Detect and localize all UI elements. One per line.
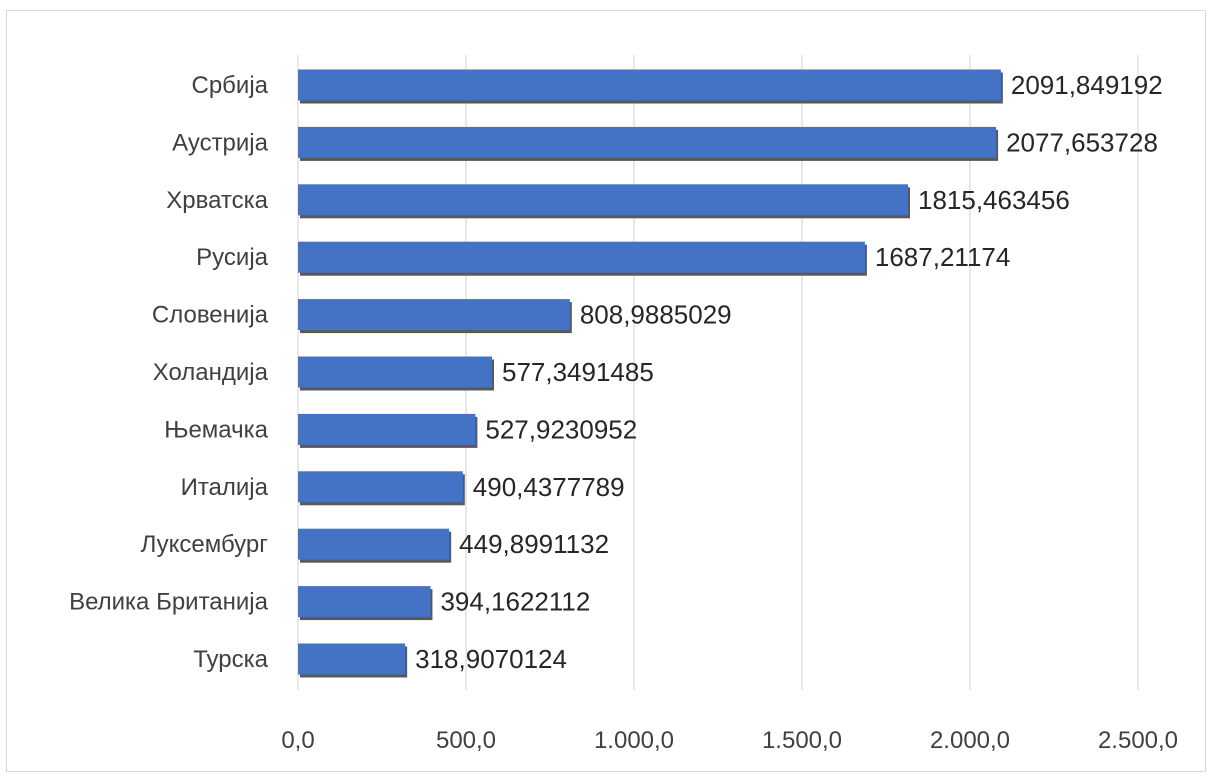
x-tick-label: 500,0 — [436, 727, 496, 754]
data-label: 318,9070124 — [415, 644, 567, 674]
category-label: Турска — [193, 646, 268, 673]
category-label: Словенија — [152, 302, 269, 329]
bar — [298, 413, 476, 445]
category-label: Италија — [181, 474, 269, 501]
category-label: Луксембург — [141, 531, 269, 558]
bar — [298, 126, 997, 158]
data-labels: 2091,849192 2077,653728 1815,463456 1687,21… — [415, 70, 1163, 674]
x-tick-label: 1.500,0 — [762, 727, 842, 754]
category-label: Аустрија — [172, 129, 269, 156]
bar — [298, 356, 492, 388]
x-tick-label: 2.500,0 — [1098, 727, 1178, 754]
bars — [298, 69, 1003, 678]
x-tick-label: 1.000,0 — [594, 727, 674, 754]
x-axis-tick-labels: 0,0 500,0 1.000,0 1.500,0 2.000,0 2.500,0 — [281, 727, 1178, 754]
category-label: Хрватска — [166, 187, 268, 214]
x-tick-label: 2.000,0 — [930, 727, 1010, 754]
data-label: 449,8991132 — [459, 529, 609, 559]
data-label: 490,4377789 — [473, 472, 625, 502]
category-label: Њемачка — [164, 416, 268, 443]
data-label: 1815,463456 — [918, 185, 1070, 215]
bar — [298, 241, 865, 273]
data-label: 2091,849192 — [1011, 70, 1163, 100]
data-label: 577,3491485 — [502, 357, 654, 387]
category-label: Холандија — [153, 359, 269, 386]
data-label: 394,1622112 — [440, 587, 590, 617]
data-label: 1687,21174 — [875, 242, 1010, 272]
bar — [298, 528, 450, 560]
bar — [298, 471, 463, 503]
data-label: 527,9230952 — [485, 414, 637, 444]
bar — [298, 69, 1001, 101]
category-label: Велика Британија — [69, 589, 269, 616]
data-label: 2077,653728 — [1006, 127, 1158, 157]
category-labels: Србија Аустрија Хрватска Русија Словенија Хол… — [69, 72, 269, 673]
bar — [298, 586, 431, 618]
bar — [298, 299, 570, 331]
x-tick-label: 0,0 — [281, 727, 314, 754]
category-label: Русија — [196, 244, 268, 271]
data-label: 808,9885029 — [580, 300, 732, 330]
category-label: Србија — [191, 72, 268, 99]
bar — [298, 643, 406, 675]
bar — [298, 184, 908, 216]
